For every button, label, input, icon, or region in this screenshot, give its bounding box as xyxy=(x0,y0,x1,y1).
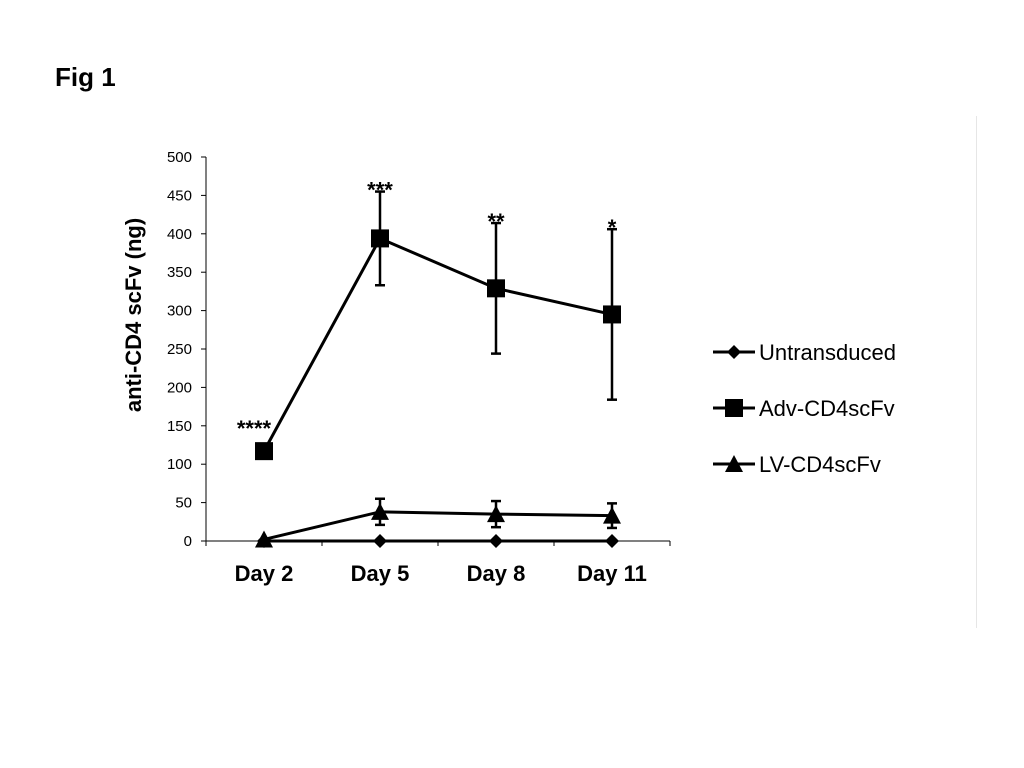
data-point xyxy=(487,279,505,298)
significance-label: * xyxy=(608,215,617,240)
data-point xyxy=(489,534,503,548)
y-tick-label: 150 xyxy=(167,418,192,435)
series-line xyxy=(262,236,613,452)
y-tick-label: 350 xyxy=(167,264,192,281)
y-tick-label: 400 xyxy=(167,226,192,243)
legend-label: LV-CD4scFv xyxy=(759,452,881,477)
figure-label: Fig 1 xyxy=(55,62,116,92)
series-line xyxy=(263,510,613,541)
legend-marker xyxy=(725,399,743,417)
significance-label: *** xyxy=(367,178,393,203)
significance-label: **** xyxy=(237,416,272,441)
x-tick-label: Day 5 xyxy=(351,561,410,586)
data-point xyxy=(603,305,621,324)
data-point xyxy=(371,502,389,520)
legend-marker xyxy=(727,345,741,359)
y-tick-label: 100 xyxy=(167,456,192,473)
x-tick-label: Day 11 xyxy=(577,561,647,586)
series-lv-cd4scfv xyxy=(255,497,621,548)
data-point xyxy=(605,534,619,548)
legend-item: LV-CD4scFv xyxy=(713,452,881,477)
x-tick-label: Day 2 xyxy=(235,561,294,586)
chart-marks: ********* * xyxy=(237,178,621,548)
legend-item: Adv-CD4scFv xyxy=(713,396,895,421)
data-point xyxy=(603,506,621,524)
y-tick-label: 200 xyxy=(167,379,192,396)
y-tick-label: 0 xyxy=(184,533,192,550)
y-tick-label: 50 xyxy=(175,495,192,512)
y-tick-label: 300 xyxy=(167,303,192,320)
axes: 0 50 100 150 200 250 300 350 400 450 500 Day 2 Day 5… xyxy=(121,149,671,586)
data-point xyxy=(255,530,273,548)
legend-marker xyxy=(725,455,743,472)
data-point xyxy=(371,229,389,248)
y-tick-label: 450 xyxy=(167,187,192,204)
significance-label: ** xyxy=(487,209,505,234)
y-tick-label: 500 xyxy=(167,149,192,166)
data-point xyxy=(487,505,505,523)
data-point xyxy=(255,442,273,461)
data-point xyxy=(373,534,387,548)
y-axis-title: anti-CD4 scFv (ng) xyxy=(121,218,146,412)
legend-label: Untransduced xyxy=(759,340,896,365)
divider xyxy=(976,116,977,628)
series-adv-cd4scfv xyxy=(255,190,621,461)
legend-label: Adv-CD4scFv xyxy=(759,396,895,421)
x-tick-label: Day 8 xyxy=(467,561,526,586)
y-tick-label: 250 xyxy=(167,341,192,358)
legend-item: Untransduced xyxy=(713,340,896,365)
legend: Untransduced Adv-CD4scFv LV-CD4scFv xyxy=(713,340,896,477)
